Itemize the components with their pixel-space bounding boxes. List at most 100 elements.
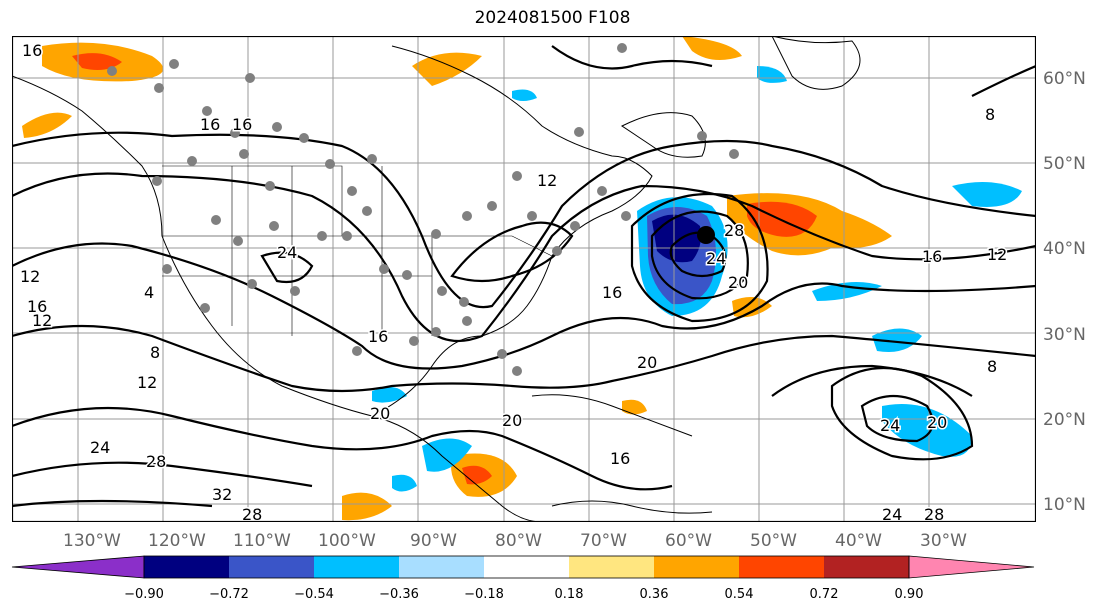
positive-anomaly-region xyxy=(682,36,742,60)
lon-label: 80°W xyxy=(495,531,542,551)
colorbar-tick: 0.72 xyxy=(810,587,839,602)
contour-label: 16 xyxy=(368,327,388,346)
contour-label: 20 xyxy=(927,413,947,432)
positive-anomaly-region xyxy=(462,465,492,485)
lon-label: 70°W xyxy=(580,531,627,551)
contour-label: 24 xyxy=(882,505,902,522)
colorbar-tick: −0.90 xyxy=(124,587,164,602)
contour-label: 12 xyxy=(987,245,1007,264)
colorbar-segment xyxy=(654,556,739,578)
colorbar-extend-low xyxy=(11,555,145,579)
contour-label: 20 xyxy=(370,404,390,423)
lon-label: 100°W xyxy=(318,531,376,551)
colorbar-tick: −0.18 xyxy=(464,587,504,602)
colorbar-extend-high xyxy=(908,555,1035,579)
contour-label: 16 xyxy=(27,297,47,316)
contour-label: 20 xyxy=(502,411,522,430)
lon-label: 60°W xyxy=(665,531,712,551)
contour-label: 12 xyxy=(537,171,557,190)
positive-anomaly-region xyxy=(72,53,122,70)
negative-anomaly-region xyxy=(757,66,787,83)
positive-anomaly-region xyxy=(732,297,772,318)
colorbar-segment xyxy=(484,556,569,578)
latitude-labels: 60°N 50°N 40°N 30°N 20°N 10°N xyxy=(1043,69,1086,515)
colorbar-tick: −0.36 xyxy=(379,587,419,602)
map-border xyxy=(12,36,1036,522)
anomaly-shading xyxy=(22,36,892,521)
contour-label: 28 xyxy=(724,221,744,240)
lat-label: 60°N xyxy=(1043,69,1086,89)
lat-label: 50°N xyxy=(1043,154,1086,174)
coastlines xyxy=(12,36,861,522)
colorbar-segment xyxy=(314,556,399,578)
colorbar-tick: 0.18 xyxy=(555,587,584,602)
contour-label: 4 xyxy=(144,283,154,302)
contour-label: 28 xyxy=(924,505,944,522)
contour-label: 8 xyxy=(150,343,160,362)
contour-label: 16 xyxy=(610,449,630,468)
negative-anomaly-region xyxy=(652,214,701,263)
contour-label: 8 xyxy=(987,357,997,376)
contour-label: 24 xyxy=(277,243,297,262)
lat-label: 30°N xyxy=(1043,325,1086,345)
colorbar-tick: 0.36 xyxy=(640,587,669,602)
contour-label: 24 xyxy=(90,438,110,457)
negative-anomaly-region xyxy=(422,438,472,472)
longitude-labels: 130°W 120°W 110°W 100°W 90°W 80°W 70°W 6… xyxy=(63,531,967,551)
lat-label: 20°N xyxy=(1043,410,1086,430)
contour-label: 28 xyxy=(242,505,262,522)
map-panel: 16 16 12 16 4 12 8 12 16 24 28 24 20 16 … xyxy=(12,36,1036,522)
contour-label: 16 xyxy=(22,41,42,60)
contour-label: 32 xyxy=(212,485,232,504)
colorbar-segment xyxy=(824,556,909,578)
colorbar-tick: 0.54 xyxy=(725,587,754,602)
station-markers xyxy=(107,43,739,376)
negative-anomaly-region xyxy=(882,404,972,457)
colorbar-segment xyxy=(144,556,229,578)
lon-label: 30°W xyxy=(920,531,967,551)
lon-label: 90°W xyxy=(410,531,457,551)
graticule xyxy=(12,36,1036,522)
colorbar xyxy=(11,555,1035,579)
contour-label: 12 xyxy=(137,373,157,392)
contour-label: 16 xyxy=(232,115,252,134)
contour-labels: 16 16 12 16 4 12 8 12 16 24 28 24 20 16 … xyxy=(19,40,1009,523)
lon-label: 50°W xyxy=(750,531,797,551)
negative-anomaly-region xyxy=(872,328,922,352)
contour-label: 20 xyxy=(728,273,748,292)
contour-label: 12 xyxy=(20,267,40,286)
contour-label: 8 xyxy=(985,105,995,124)
lat-label: 10°N xyxy=(1043,495,1086,515)
positive-anomaly-region xyxy=(622,399,647,415)
colorbar-ticks: −0.90 −0.72 −0.54 −0.36 −0.18 0.18 0.36 … xyxy=(124,587,923,602)
lon-label: 130°W xyxy=(63,531,121,551)
colorbar-segment xyxy=(739,556,824,578)
contour-label: 16 xyxy=(602,283,622,302)
contour-label: 24 xyxy=(880,416,900,435)
lon-label: 40°W xyxy=(835,531,882,551)
colorbar-outline xyxy=(143,555,910,579)
lat-label: 40°N xyxy=(1043,239,1086,259)
map-title: 2024081500 F108 xyxy=(474,8,631,28)
colorbar-tick: −0.54 xyxy=(294,587,334,602)
positive-anomaly-region xyxy=(22,112,72,138)
negative-anomaly-region xyxy=(812,282,882,301)
colorbar-segment xyxy=(229,556,314,578)
cyclone-center-marker xyxy=(697,226,715,244)
negative-anomaly-region xyxy=(372,387,407,403)
negative-anomaly-region xyxy=(952,182,1022,207)
colorbar-segment xyxy=(569,556,654,578)
contour-label: 28 xyxy=(146,452,166,471)
colorbar-segment xyxy=(399,556,484,578)
contour-label: 12 xyxy=(32,311,52,330)
colorbar-tick: −0.72 xyxy=(209,587,249,602)
contour-label: 16 xyxy=(200,115,220,134)
lon-label: 110°W xyxy=(233,531,291,551)
negative-anomaly-region xyxy=(512,89,537,101)
political-boundaries xyxy=(162,165,553,336)
contour-label: 24 xyxy=(706,249,726,268)
negative-anomaly-region xyxy=(392,474,417,492)
lon-label: 120°W xyxy=(148,531,206,551)
contour-label: 20 xyxy=(637,353,657,372)
